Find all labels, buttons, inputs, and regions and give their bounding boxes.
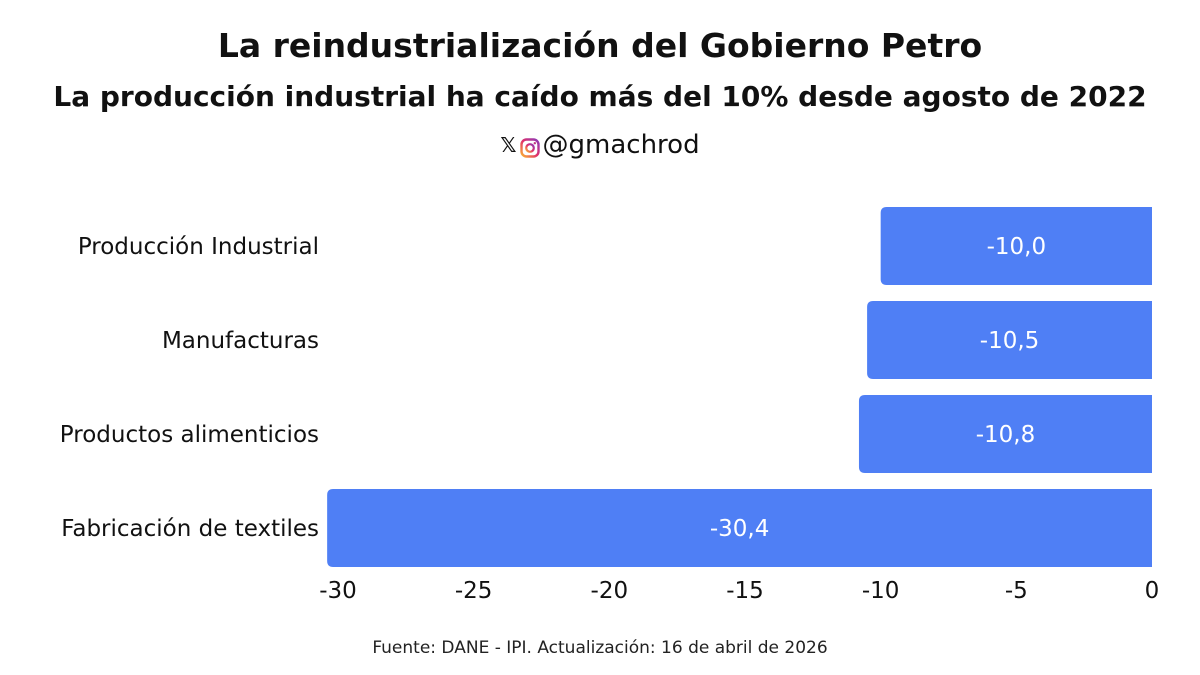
x-tick-label: 0	[1145, 578, 1160, 604]
bar	[867, 301, 1152, 379]
chart-title: La reindustrialización del Gobierno Petr…	[217, 26, 983, 65]
source-note: Fuente: DANE - IPI. Actualización: 16 de…	[372, 638, 828, 658]
x-tick-label: -25	[455, 578, 493, 604]
bar-value-label: -10,0	[987, 234, 1047, 260]
bar-value-label: -10,5	[980, 328, 1040, 354]
author-handle: @gmachrod	[542, 130, 700, 160]
bar	[858, 395, 1152, 473]
x-tick-label: -5	[1005, 578, 1028, 604]
category-label: Producción Industrial	[78, 234, 319, 260]
x-icon: 𝕏	[500, 133, 517, 157]
x-tick-label: -15	[726, 578, 764, 604]
x-tick-label: -20	[591, 578, 629, 604]
author-handle-row: 𝕏 @gmachrod	[0, 130, 1200, 160]
category-label: Fabricación de textiles	[61, 516, 319, 542]
bar-value-label: -30,4	[710, 516, 770, 542]
bar-value-label: -10,8	[976, 422, 1036, 448]
bar	[880, 207, 1152, 285]
x-tick-label: -10	[862, 578, 900, 604]
chart-subtitle: La producción industrial ha caído más de…	[53, 80, 1147, 113]
category-label: Manufacturas	[162, 328, 319, 354]
x-tick-label: -30	[319, 578, 357, 604]
bar	[327, 489, 1152, 567]
category-label: Productos alimenticios	[60, 422, 319, 448]
instagram-icon	[519, 135, 540, 158]
